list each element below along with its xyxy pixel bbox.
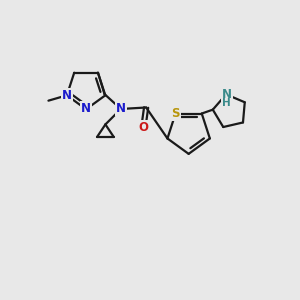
Text: O: O [139,121,149,134]
Text: N: N [222,88,232,101]
Text: N: N [116,103,126,116]
Text: S: S [171,107,180,120]
Text: N: N [62,89,72,102]
Text: H: H [222,98,231,108]
Text: N: N [81,102,91,115]
